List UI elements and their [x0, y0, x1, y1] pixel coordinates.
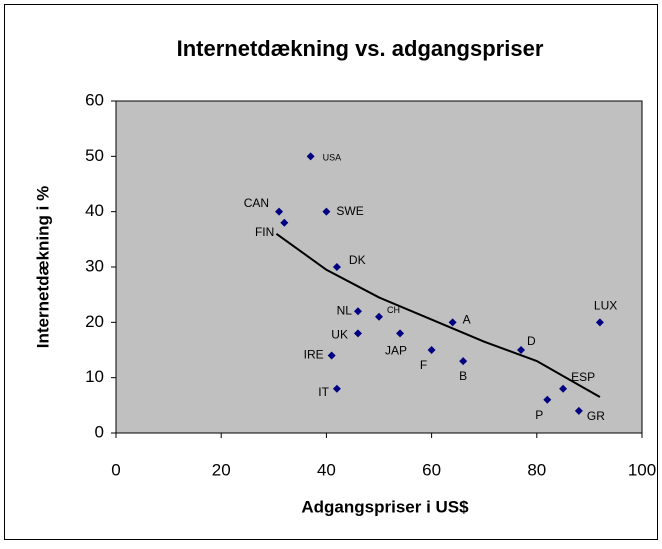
point-label: IRE	[304, 348, 324, 362]
point-label: P	[535, 408, 543, 422]
data-point	[327, 351, 336, 360]
data-point	[448, 318, 457, 327]
y-tick-label: 40	[85, 201, 104, 220]
point-label: SWE	[336, 204, 363, 218]
trendline	[275, 232, 601, 398]
x-tick-label: 80	[527, 460, 546, 479]
data-point	[332, 263, 341, 271]
data-point	[280, 218, 289, 227]
point-label: JAP	[385, 344, 407, 358]
data-point	[574, 406, 583, 415]
data-point	[375, 312, 383, 321]
data-point	[322, 207, 331, 216]
x-tick-label: 60	[422, 460, 441, 479]
x-tick-label: 40	[317, 460, 336, 479]
point-label: B	[459, 369, 467, 383]
chart-title: Internetdækning vs. adgangspriser	[177, 36, 544, 61]
point-label: IT	[318, 385, 329, 399]
data-point	[459, 357, 468, 366]
y-axis-label: Internetdækning i %	[33, 186, 52, 348]
point-label: CAN	[244, 196, 269, 210]
data-point	[306, 152, 315, 161]
data-point	[543, 395, 552, 404]
point-label: FIN	[255, 225, 274, 239]
point-label: A	[463, 313, 471, 327]
y-tick-label: 30	[85, 256, 104, 275]
x-axis-label: Adgangspriser i US$	[301, 497, 469, 516]
point-label: CH	[387, 305, 400, 315]
data-point	[517, 346, 526, 354]
y-tick-label: 60	[85, 90, 104, 109]
point-label: DK	[349, 253, 366, 267]
data-point	[353, 307, 362, 316]
plot-area	[115, 100, 643, 434]
y-tick-label: 0	[95, 422, 104, 441]
point-label: LUX	[594, 299, 617, 313]
data-point	[332, 384, 341, 393]
point-label: D	[527, 334, 536, 348]
point-label: USA	[323, 153, 342, 163]
y-tick-label: 20	[85, 312, 104, 331]
x-tick-label: 20	[212, 460, 231, 479]
data-point	[396, 329, 405, 338]
point-label: F	[420, 358, 427, 372]
data-point	[353, 329, 362, 338]
x-tick-label: 100	[628, 460, 656, 479]
data-point	[595, 318, 604, 327]
data-point	[275, 207, 284, 216]
point-label: NL	[337, 303, 353, 317]
point-label: GR	[587, 409, 605, 423]
x-tick-label: 0	[111, 460, 120, 479]
y-tick-label: 50	[85, 146, 104, 165]
point-label: ESP	[571, 370, 595, 384]
point-label: UK	[331, 328, 348, 342]
data-point	[427, 346, 436, 354]
data-point	[559, 384, 568, 393]
y-tick-label: 10	[85, 367, 104, 386]
